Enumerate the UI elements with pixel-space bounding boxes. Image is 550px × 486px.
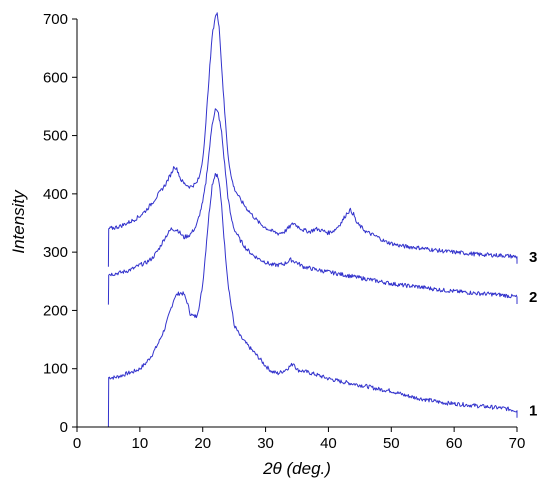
axes-layer xyxy=(76,19,517,428)
y-tick-label: 100 xyxy=(43,361,68,378)
series-line-1 xyxy=(107,173,518,428)
series-line-2 xyxy=(107,108,518,305)
x-axis-title: 2θ (deg.) xyxy=(262,459,331,478)
series-label-1: 1 xyxy=(529,403,537,420)
x-tick-label: 60 xyxy=(446,435,463,452)
x-tick-label: 40 xyxy=(320,435,337,452)
y-ticks: 0 100 200 300 400 500 600 700 xyxy=(43,11,77,436)
y-tick-label: 0 xyxy=(60,419,68,436)
x-tick-label: 50 xyxy=(383,435,400,452)
series-labels: 1 2 3 xyxy=(529,249,537,420)
x-tick-label: 30 xyxy=(257,435,274,452)
series-label-3: 3 xyxy=(529,249,537,266)
y-tick-label: 400 xyxy=(43,186,68,203)
x-tick-label: 10 xyxy=(132,435,149,452)
series-layer xyxy=(107,12,518,428)
series-label-2: 2 xyxy=(529,289,537,306)
y-axis-title: Intensity xyxy=(9,189,28,254)
y-tick-label: 500 xyxy=(43,128,68,145)
series-line-3 xyxy=(107,12,518,267)
y-tick-label: 600 xyxy=(43,69,68,86)
x-tick-label: 0 xyxy=(73,435,81,452)
x-ticks: 0 10 20 30 40 50 60 70 xyxy=(73,427,526,452)
y-tick-label: 300 xyxy=(43,244,68,261)
x-tick-label: 70 xyxy=(509,435,526,452)
x-tick-label: 20 xyxy=(194,435,211,452)
y-tick-label: 700 xyxy=(43,11,68,28)
y-tick-label: 200 xyxy=(43,302,68,319)
